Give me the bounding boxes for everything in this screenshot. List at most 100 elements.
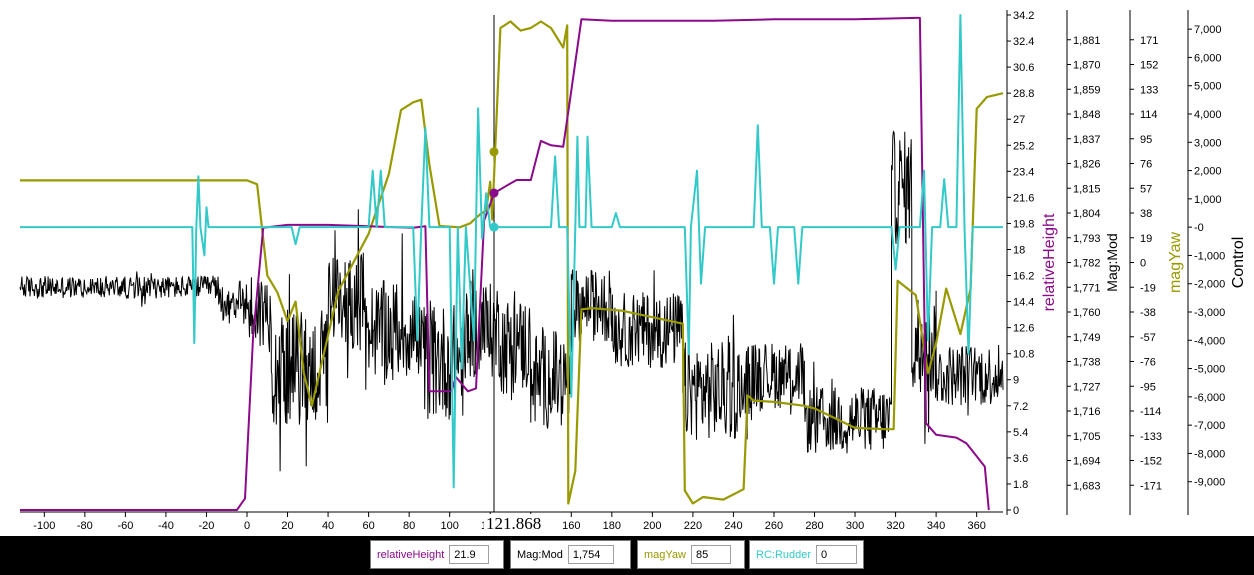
x-tick-label: 320 bbox=[886, 520, 904, 532]
axis-tick-label-relativeHeight: 12.6 bbox=[1013, 323, 1034, 335]
x-tick-label: 200 bbox=[643, 520, 661, 532]
readout-mag-yaw: magYaw 85 bbox=[637, 540, 745, 569]
axis-tick-label-magMod: 1,716 bbox=[1073, 406, 1101, 418]
x-tick-label: -80 bbox=[77, 520, 93, 532]
axis-tick-label-control: -2,000 bbox=[1194, 279, 1225, 291]
readout-relative-height-label: relativeHeight bbox=[377, 548, 445, 561]
axis-tick-label-control: -7,000 bbox=[1194, 420, 1225, 432]
x-tick-label: -60 bbox=[117, 520, 133, 532]
readout-rc-rudder: RC:Rudder 0 bbox=[749, 540, 864, 569]
x-tick-label: 20 bbox=[281, 520, 293, 532]
x-tick-label: -40 bbox=[158, 520, 174, 532]
axis-tick-label-control: -9,000 bbox=[1194, 477, 1225, 489]
series-line-mag-mod bbox=[19, 130, 1004, 472]
readout-mag-yaw-value[interactable]: 85 bbox=[690, 545, 731, 564]
axis-title-magMod: Mag:Mod bbox=[1104, 233, 1120, 291]
cursor-marker-relativeheight bbox=[489, 188, 499, 198]
axis-tick-label-relativeHeight: 30.6 bbox=[1013, 62, 1034, 74]
axis-tick-label-magMod: 1,749 bbox=[1073, 332, 1101, 344]
multi-axis-line-chart[interactable]: -100-80-60-40-20020406080100120140160180… bbox=[0, 0, 1254, 536]
axis-tick-label-control: 3,000 bbox=[1194, 137, 1222, 149]
axis-tick-label-magYaw: -95 bbox=[1140, 381, 1156, 393]
readout-mag-mod-label: Mag:Mod bbox=[517, 548, 563, 561]
axis-tick-label-control: -6,000 bbox=[1194, 392, 1225, 404]
x-tick-label: 220 bbox=[684, 520, 702, 532]
x-tick-label: 300 bbox=[846, 520, 864, 532]
axis-tick-label-relativeHeight: 3.6 bbox=[1013, 453, 1028, 465]
axis-tick-label-relativeHeight: 21.6 bbox=[1013, 192, 1034, 204]
readout-rc-rudder-label: RC:Rudder bbox=[756, 548, 812, 561]
cursor-x-readout: 121.868 bbox=[484, 514, 544, 534]
axis-tick-label-magYaw: -114 bbox=[1140, 406, 1161, 418]
axis-tick-label-magMod: 1,782 bbox=[1073, 258, 1101, 270]
axis-tick-label-magYaw: 76 bbox=[1140, 159, 1152, 171]
readout-mag-mod-value[interactable]: 1,754 bbox=[567, 545, 614, 564]
axis-tick-label-magMod: 1,760 bbox=[1073, 307, 1101, 319]
axis-tick-label-control: -4,000 bbox=[1194, 335, 1225, 347]
axis-tick-label-magYaw: -38 bbox=[1140, 307, 1156, 319]
readout-mag-yaw-label: magYaw bbox=[644, 548, 686, 561]
axis-tick-label-magYaw: 114 bbox=[1140, 109, 1158, 121]
axis-tick-label-relativeHeight: 27 bbox=[1013, 114, 1025, 126]
axis-tick-label-magMod: 1,804 bbox=[1073, 208, 1101, 220]
axis-tick-label-relativeHeight: 32.4 bbox=[1013, 36, 1034, 48]
axis-tick-label-relativeHeight: 25.2 bbox=[1013, 140, 1034, 152]
axis-tick-label-relativeHeight: 19.8 bbox=[1013, 218, 1034, 230]
axis-title-control: Control bbox=[1230, 237, 1247, 289]
axis-tick-label-magMod: 1,837 bbox=[1073, 134, 1101, 146]
axis-tick-label-control: -1,000 bbox=[1194, 250, 1225, 262]
x-tick-label: 160 bbox=[562, 520, 580, 532]
axis-tick-label-magYaw: -171 bbox=[1140, 480, 1162, 492]
axis-title-magYaw: magYaw bbox=[1167, 232, 1184, 294]
axis-tick-label-magMod: 1,683 bbox=[1073, 480, 1101, 492]
axis-tick-label-magYaw: -133 bbox=[1140, 431, 1162, 443]
axis-tick-label-relativeHeight: 9 bbox=[1013, 375, 1019, 387]
x-tick-label: 0 bbox=[244, 520, 250, 532]
axis-tick-label-magMod: 1,826 bbox=[1073, 159, 1101, 171]
axis-tick-label-magYaw: 0 bbox=[1140, 258, 1146, 270]
axis-tick-label-magYaw: -57 bbox=[1140, 332, 1156, 344]
axis-tick-label-magMod: 1,705 bbox=[1073, 431, 1101, 443]
axis-tick-label-relativeHeight: 1.8 bbox=[1013, 479, 1028, 491]
axis-tick-label-relativeHeight: 18 bbox=[1013, 244, 1025, 256]
axis-title-relativeHeight: relativeHeight bbox=[1041, 213, 1058, 311]
axis-tick-label-magYaw: -19 bbox=[1140, 282, 1156, 294]
axis-tick-label-relativeHeight: 7.2 bbox=[1013, 401, 1028, 413]
axis-tick-label-magYaw: -76 bbox=[1140, 357, 1156, 369]
axis-tick-label-relativeHeight: 14.4 bbox=[1013, 297, 1034, 309]
axis-tick-label-relativeHeight: 28.8 bbox=[1013, 88, 1034, 100]
x-tick-label: 240 bbox=[724, 520, 742, 532]
axis-tick-label-magMod: 1,848 bbox=[1073, 109, 1101, 121]
axis-tick-label-relativeHeight: 34.2 bbox=[1013, 10, 1034, 22]
axis-tick-label-magMod: 1,694 bbox=[1073, 456, 1101, 468]
axis-tick-label-magYaw: -152 bbox=[1140, 456, 1162, 468]
x-tick-label: 80 bbox=[403, 520, 415, 532]
x-tick-label: 360 bbox=[967, 520, 985, 532]
axis-tick-label-control: 7,000 bbox=[1194, 24, 1222, 36]
axis-tick-label-magMod: 1,815 bbox=[1073, 183, 1101, 195]
axis-tick-label-relativeHeight: 10.8 bbox=[1013, 349, 1034, 361]
axis-tick-label-control: 4,000 bbox=[1194, 109, 1222, 121]
axis-tick-label-relativeHeight: 5.4 bbox=[1013, 427, 1028, 439]
cursor-marker-magyaw bbox=[489, 147, 499, 157]
axis-tick-label-control: 6,000 bbox=[1194, 52, 1222, 64]
cursor-marker-rc-rudder bbox=[489, 222, 499, 232]
readout-rc-rudder-value[interactable]: 0 bbox=[816, 545, 857, 564]
axis-tick-label-control: -5,000 bbox=[1194, 364, 1225, 376]
series-line-relativeheight bbox=[20, 16, 990, 511]
series-line-magyaw bbox=[20, 20, 1004, 505]
axis-tick-label-control: 2,000 bbox=[1194, 166, 1222, 178]
axis-tick-label-magMod: 1,881 bbox=[1073, 35, 1101, 47]
x-tick-label: 100 bbox=[441, 520, 459, 532]
series-line-rc-rudder bbox=[20, 14, 1003, 489]
axis-tick-label-magMod: 1,793 bbox=[1073, 233, 1101, 245]
axis-tick-label-magMod: 1,870 bbox=[1073, 60, 1101, 72]
readout-relative-height: relativeHeight 21.9 bbox=[370, 540, 504, 569]
axis-tick-label-magMod: 1,859 bbox=[1073, 84, 1101, 96]
readout-relative-height-value[interactable]: 21.9 bbox=[449, 545, 490, 564]
x-tick-label: -100 bbox=[33, 520, 55, 532]
axis-tick-label-magYaw: 171 bbox=[1140, 35, 1158, 47]
axis-tick-label-relativeHeight: 16.2 bbox=[1013, 271, 1034, 283]
axis-tick-label-control: -8,000 bbox=[1194, 448, 1225, 460]
axis-tick-label-magYaw: 19 bbox=[1140, 233, 1152, 245]
